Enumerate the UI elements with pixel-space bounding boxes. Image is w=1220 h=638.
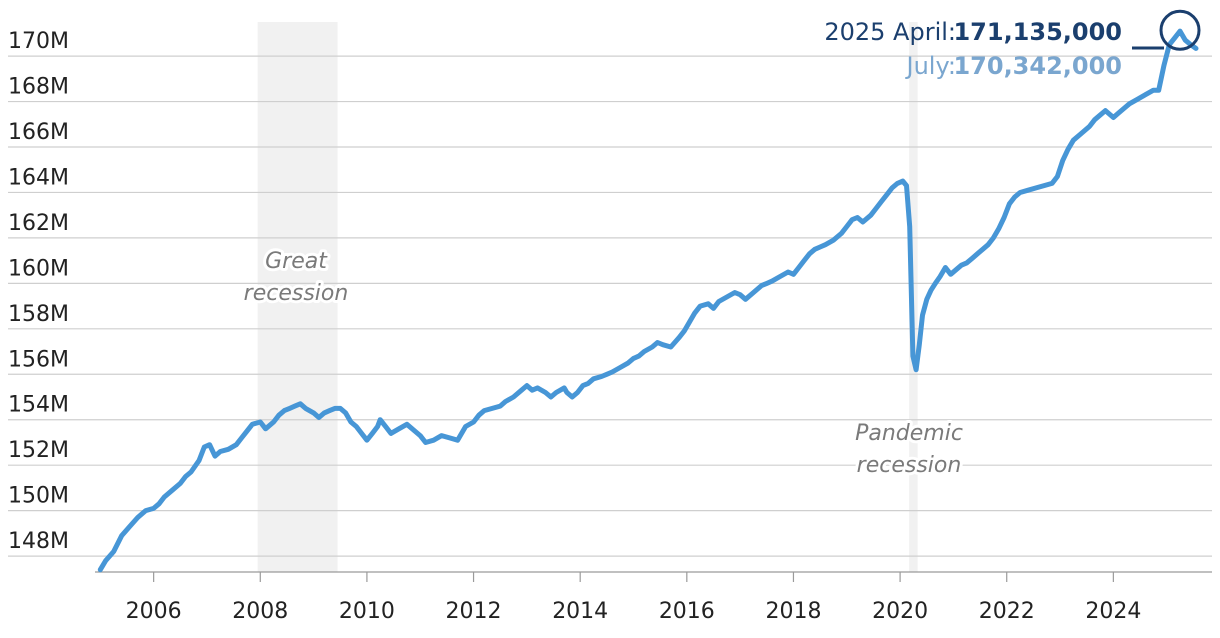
x-tick-label: 2020 [872, 599, 928, 624]
recession-band-0 [257, 22, 338, 572]
x-tick-label: 2016 [659, 599, 715, 624]
y-tick-label: 164M [8, 165, 69, 190]
recession-label-line: Great [265, 249, 328, 274]
y-tick-label: 152M [8, 438, 69, 463]
y-tick-label: 170M [8, 29, 69, 54]
recession-label-line: Pandemic [855, 421, 963, 446]
x-tick-label: 2014 [552, 599, 608, 624]
x-tick-label: 2008 [232, 599, 288, 624]
x-tick-label: 2018 [765, 599, 821, 624]
x-tick-label: 2006 [126, 599, 182, 624]
x-tick-label: 2024 [1085, 599, 1141, 624]
series-line-0 [97, 28, 1199, 573]
gridlines [8, 55, 1212, 557]
y-axis-ticks: 148M 150M 152M 154M 156M 158M 160M 162M 164M 166M… [8, 29, 69, 554]
callout-marker-circle [1159, 9, 1201, 51]
y-tick-label: 150M [8, 484, 69, 509]
latest-value-callout: 2025 April: 171,135,000 July: 170,342,00… [824, 9, 1201, 80]
recession-annotations: Great recession Pandemic recession [241, 246, 966, 481]
y-tick-label: 160M [8, 256, 69, 281]
callout-line2-label: July: [905, 52, 957, 80]
callout-line2-value: 170,342,000 [953, 52, 1122, 80]
x-tick-label: 2010 [339, 599, 395, 624]
recession-label-line: recession [857, 453, 962, 478]
x-tick-label: 2022 [979, 599, 1035, 624]
y-tick-label: 166M [8, 120, 69, 145]
y-tick-label: 148M [8, 529, 69, 554]
x-tick-label: 2012 [446, 599, 502, 624]
series-group [97, 28, 1199, 573]
y-tick-label: 168M [8, 75, 69, 100]
x-axis: 2006 2008 2010 2012 2014 2016 2018 2020 2022 2024 [95, 571, 1212, 624]
recession-bands [257, 22, 918, 572]
callout-line1-label: 2025 April: [824, 18, 956, 46]
y-tick-label: 154M [8, 393, 69, 418]
y-tick-label: 162M [8, 211, 69, 236]
y-tick-label: 156M [8, 347, 69, 372]
recession-label-line: recession [244, 281, 349, 306]
callout-line1-value: 171,135,000 [953, 18, 1122, 46]
y-tick-label: 158M [8, 302, 69, 327]
